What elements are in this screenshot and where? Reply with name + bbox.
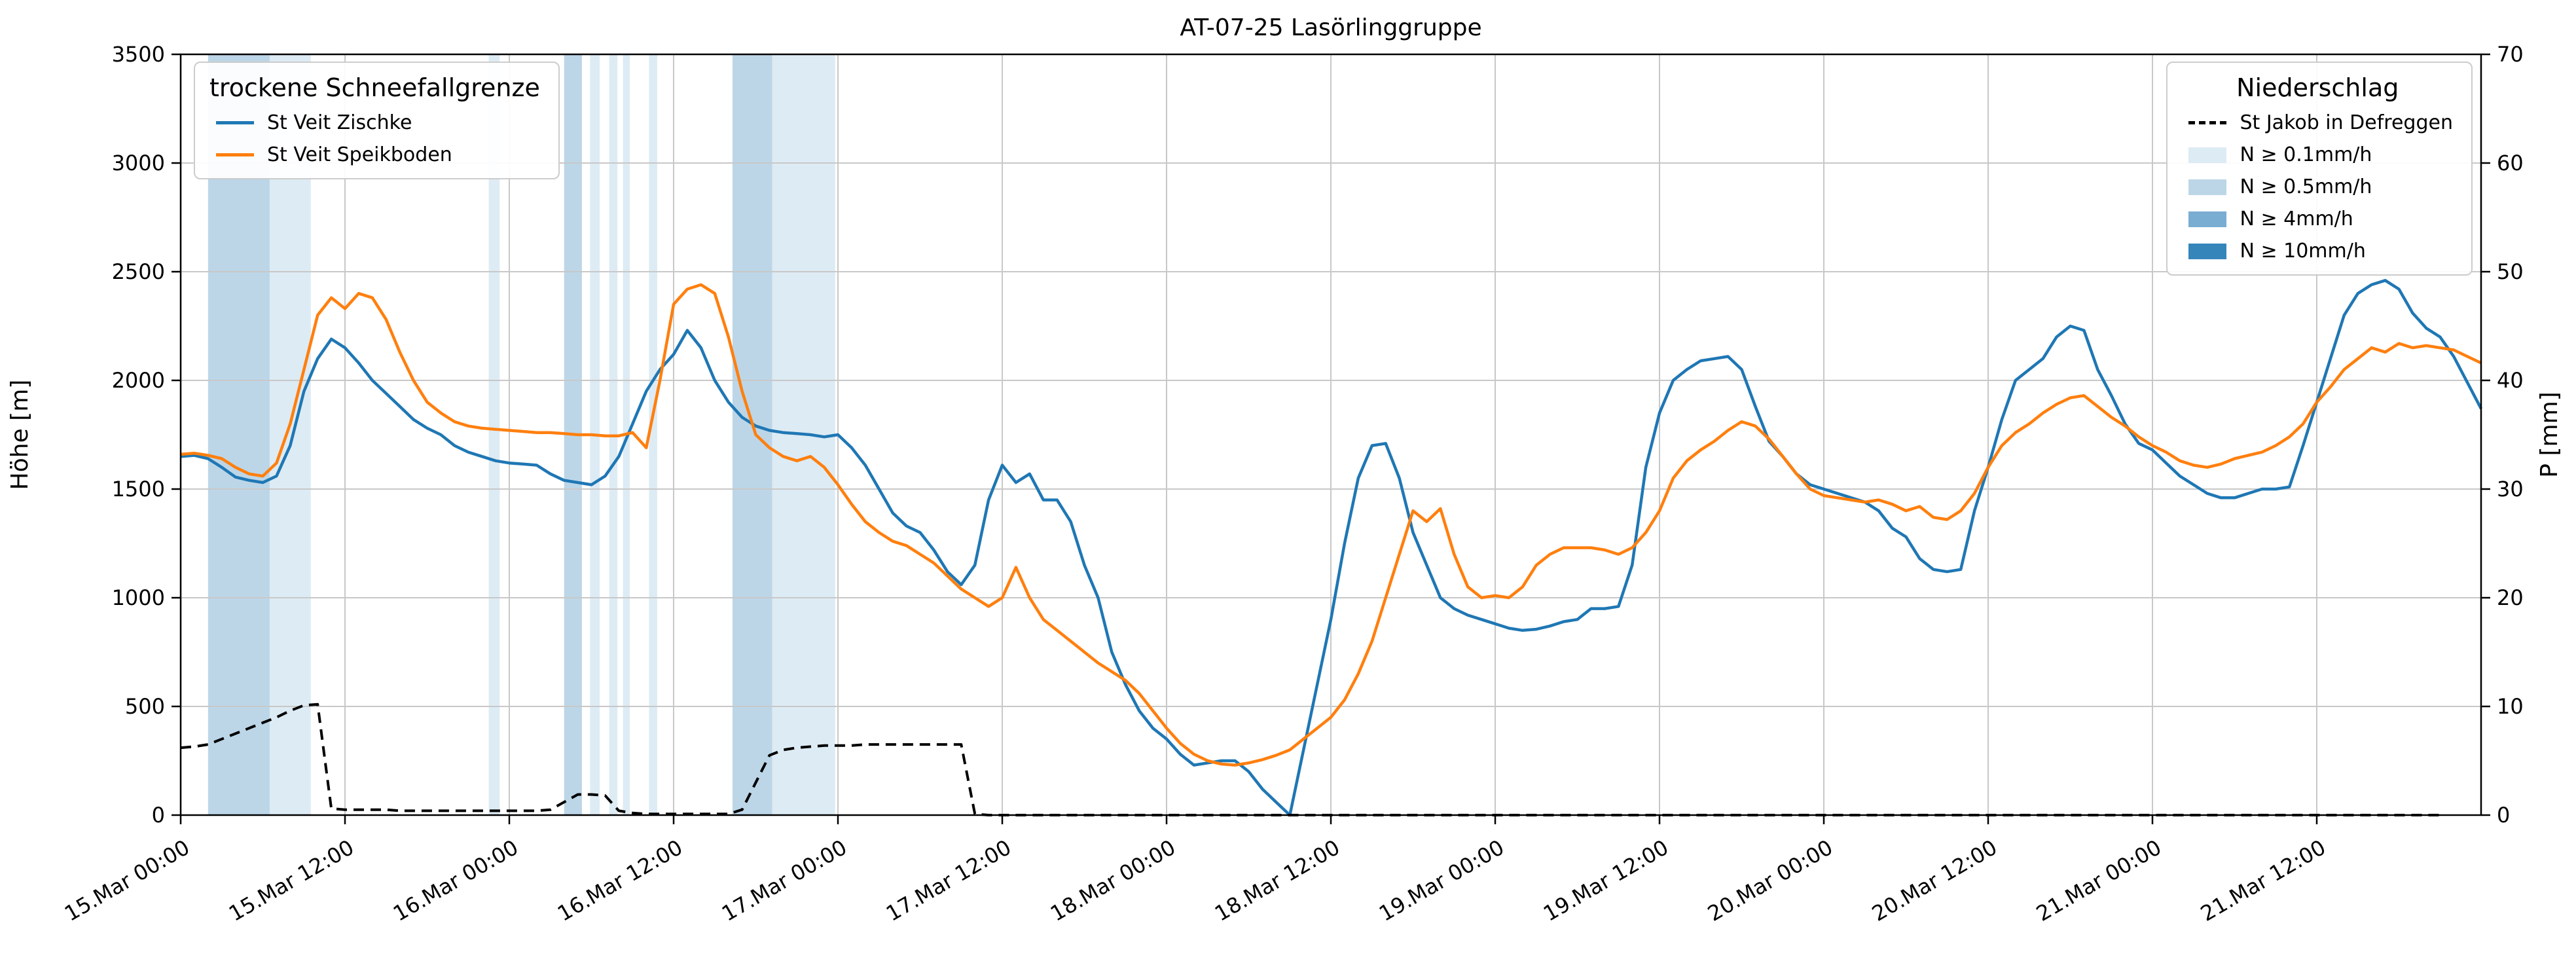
defreggen-dashed-line-swatch [2188,121,2227,124]
legend-snowline: trockene Schneefallgrenze St Veit Zischk… [194,62,560,179]
legend-label-band-01: N ≥ 0.1mm/h [2240,143,2372,166]
chart-title: AT-07-25 Lasörlinggruppe [1180,14,1482,41]
legend-item-band-4: N ≥ 4mm/h [2188,208,2453,230]
legend-item-defreggen: St Jakob in Defreggen [2188,111,2453,134]
x-tick-label: 21.Mar 00:00 [2032,835,2166,926]
y-right-tick-label: 70 [2497,42,2524,67]
x-tick-label: 16.Mar 00:00 [389,835,522,926]
legend-label-speikboden: St Veit Speikboden [267,143,452,166]
speikboden-line-swatch [216,153,254,156]
x-tick-label: 20.Mar 00:00 [1703,835,1837,926]
zischke-line-swatch [216,121,254,124]
x-tick-label: 15.Mar 12:00 [225,835,358,926]
band-swatch-10 [2188,243,2227,259]
x-tick-label: 15.Mar 00:00 [60,835,194,926]
y-right-tick-label: 20 [2497,585,2524,610]
precip-band-0.5 [732,54,772,815]
precip-band-0.5 [208,54,270,815]
legend-label-defreggen: St Jakob in Defreggen [2240,111,2453,134]
legend-precip-title: Niederschlag [2236,73,2399,102]
legend-label-zischke: St Veit Zischke [267,111,412,134]
band-swatch-4 [2188,211,2227,227]
legend-item-band-10: N ≥ 10mm/h [2188,240,2453,263]
y-left-tick-label: 2000 [112,368,165,393]
x-tick-label: 17.Mar 12:00 [882,835,1015,926]
y-left-tick-label: 2500 [112,259,165,284]
legend-item-band-05: N ≥ 0.5mm/h [2188,175,2453,198]
legend-item-speikboden: St Veit Speikboden [216,143,540,166]
legend-precip: Niederschlag St Jakob in Defreggen N ≥ 0… [2166,62,2473,276]
legend-label-band-05: N ≥ 0.5mm/h [2240,175,2372,198]
y-right-tick-label: 40 [2497,368,2524,393]
y-right-tick-label: 50 [2497,259,2524,284]
legend-item-zischke: St Veit Zischke [216,111,540,134]
y-left-tick-label: 1500 [112,477,165,502]
y-left-tick-label: 3500 [112,42,165,67]
precip-band-0.1 [488,54,500,815]
y-right-tick-label: 0 [2497,803,2510,828]
precip-band-0.1 [649,54,657,815]
precip-band-0.1 [270,54,311,815]
legend-label-band-10: N ≥ 10mm/h [2240,240,2366,263]
x-tick-label: 18.Mar 00:00 [1046,835,1180,926]
x-tick-label: 16.Mar 12:00 [553,835,687,926]
series-line-st-veit-speikboden [180,283,2482,767]
y-left-tick-label: 0 [152,803,165,828]
legend-label-band-4: N ≥ 4mm/h [2240,208,2353,230]
x-tick-label: 18.Mar 12:00 [1210,835,1344,926]
y-right-tick-label: 30 [2497,477,2524,502]
x-tick-label: 19.Mar 00:00 [1375,835,1508,926]
left-axis-label: Höhe [m] [7,380,33,490]
x-tick-label: 21.Mar 12:00 [2196,835,2330,926]
y-left-tick-label: 1000 [112,585,165,610]
right-axis-label: P [mm] [2536,392,2563,477]
x-tick-label: 19.Mar 12:00 [1539,835,1673,926]
gridlines [181,54,2481,815]
x-tick-label: 17.Mar 00:00 [717,835,851,926]
x-tick-label: 20.Mar 12:00 [1868,835,2001,926]
legend-item-band-01: N ≥ 0.1mm/h [2188,143,2453,166]
y-left-tick-label: 3000 [112,151,165,175]
y-right-tick-label: 60 [2497,151,2524,175]
band-swatch-01 [2188,147,2227,163]
tick-marks [172,53,2490,824]
band-swatch-05 [2188,179,2227,195]
legend-snowline-title: trockene Schneefallgrenze [209,73,540,102]
y-right-tick-label: 10 [2497,694,2524,719]
y-left-tick-label: 500 [125,694,165,719]
series-line-st-veit-zischke [180,279,2482,817]
